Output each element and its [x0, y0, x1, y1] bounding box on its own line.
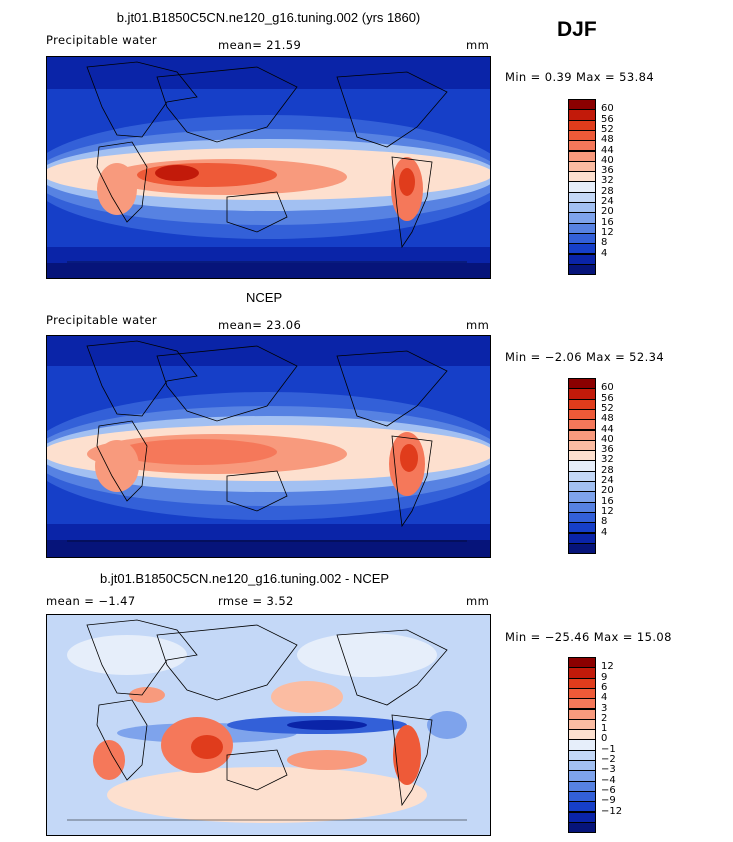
colorbar-tick-label: 1: [601, 723, 608, 735]
colorbar-tick-label: 40: [601, 154, 614, 166]
colorbar-tick-label: 12: [601, 661, 614, 673]
colorbar-cell: [568, 542, 596, 555]
colorbar-tick-label: 4: [601, 247, 608, 259]
panel-1-mean-label: mean= 21.59: [218, 38, 302, 52]
panel-3-title: b.jt01.B1850C5CN.ne120_g16.tuning.002 - …: [100, 571, 390, 586]
colorbar-tick-label: 12: [601, 505, 614, 517]
colorbar-tick-label: −3: [601, 764, 616, 776]
colorbar-tick-label: 56: [601, 113, 614, 125]
panel-1-map: [46, 56, 491, 279]
colorbar-tick-label: 6: [601, 681, 608, 693]
panel-2-map: [46, 335, 491, 558]
colorbar-tick-label: 36: [601, 165, 614, 177]
colorbar-tick-label: 20: [601, 206, 614, 218]
colorbar-tick-label: 4: [601, 526, 608, 538]
panel-2-title: NCEP: [246, 290, 283, 305]
colorbar-cell: [568, 263, 596, 276]
panel-2-minmax: Min = −2.06 Max = 52.34: [505, 350, 665, 364]
panel-2-mean-label: mean= 23.06: [218, 318, 302, 332]
colorbar-tick-label: 24: [601, 475, 614, 486]
colorbar-tick-label: 24: [601, 196, 614, 207]
colorbar-tick-label: 12: [601, 226, 614, 238]
panel-1-units: mm: [466, 38, 490, 52]
colorbar-tick-label: 32: [601, 175, 614, 187]
colorbar-tick-label: 4: [601, 692, 608, 704]
colorbar-tick-label: 3: [601, 702, 608, 714]
panel-3-mean-label: mean = −1.47: [46, 594, 136, 608]
panel-1-title: b.jt01.B1850C5CN.ne120_g16.tuning.002 (y…: [116, 10, 421, 25]
colorbar-tick-label: 48: [601, 134, 614, 146]
panel-2-field: [47, 336, 490, 557]
colorbar-tick-label: 36: [601, 444, 614, 456]
colorbar-tick-label: 40: [601, 433, 614, 445]
panel-3-minmax: Min = −25.46 Max = 15.08: [505, 630, 672, 644]
colorbar-tick-label: 28: [601, 464, 614, 476]
colorbar-tick-label: 60: [601, 103, 614, 115]
colorbar-tick-label: 8: [601, 237, 608, 249]
panel-2-units: mm: [466, 318, 490, 332]
panel-3-rmse-label: rmse = 3.52: [218, 594, 294, 608]
colorbar-tick-label: 32: [601, 454, 614, 466]
panel-3-map: [46, 614, 491, 836]
colorbar-tick-label: −2: [601, 754, 616, 765]
colorbar-tick-label: 44: [601, 423, 614, 435]
season-label: DJF: [557, 18, 597, 41]
panel-1-field: [47, 57, 490, 278]
panel-3-field: [47, 615, 490, 835]
colorbar-tick-label: 28: [601, 185, 614, 197]
colorbar-tick-label: 9: [601, 671, 608, 683]
colorbar-tick-label: 8: [601, 516, 608, 528]
colorbar-tick-label: 44: [601, 144, 614, 156]
colorbar-tick-label: 60: [601, 382, 614, 394]
colorbar-tick-label: 52: [601, 123, 614, 135]
panel-1-colorbar: 60 56 52 48 44 40 36 32 28 24 20 16 12 8 4: [568, 99, 628, 276]
colorbar-tick-label: 16: [601, 495, 614, 507]
panel-1-left-label: Precipitable water: [46, 33, 158, 47]
colorbar-tick-label: −4: [601, 774, 616, 786]
colorbar-tick-label: −1: [601, 743, 616, 755]
colorbar-tick-label: −9: [601, 795, 616, 807]
colorbar-tick-label: −12: [601, 805, 623, 817]
panel-1-minmax: Min = 0.39 Max = 53.84: [505, 70, 655, 84]
panel-2-left-label: Precipitable water: [46, 313, 158, 327]
panel-3-colorbar: 12 9 6 4 3 2 1 0 −1 −2 −3 −4 −6 −9 −12: [568, 657, 628, 834]
colorbar-tick-label: 16: [601, 216, 614, 228]
colorbar-tick-label: 48: [601, 413, 614, 425]
colorbar-cell: [568, 821, 596, 834]
colorbar-tick-label: −6: [601, 784, 616, 796]
panel-2-colorbar: 60 56 52 48 44 40 36 32 28 24 20 16 12 8 4: [568, 378, 628, 555]
colorbar-tick-label: 20: [601, 485, 614, 497]
colorbar-tick-label: 56: [601, 392, 614, 404]
colorbar-tick-label: 52: [601, 402, 614, 414]
panel-3-units: mm: [466, 594, 490, 608]
colorbar-tick-label: 0: [601, 733, 608, 745]
colorbar-tick-label: 2: [601, 712, 608, 724]
